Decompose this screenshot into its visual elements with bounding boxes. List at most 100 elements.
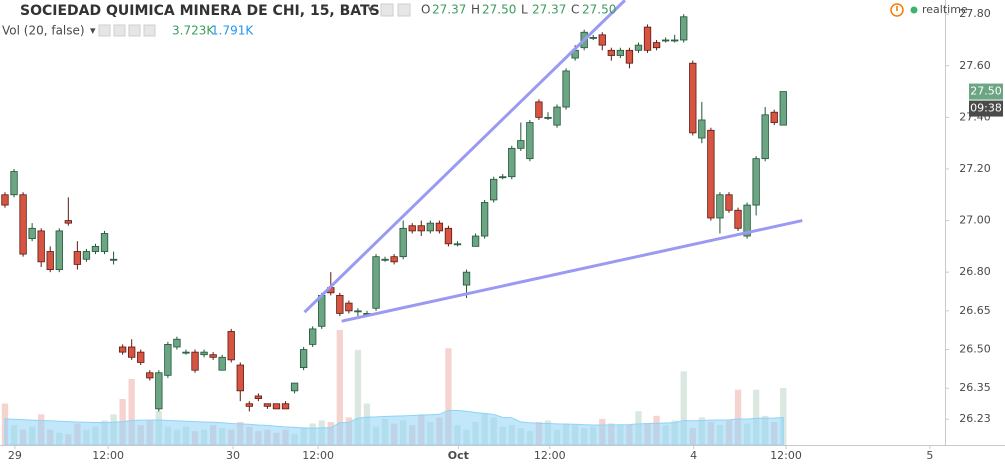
ohlc-value: 27.50 [482, 3, 516, 17]
volume-bar [128, 379, 135, 445]
candle-body [698, 119, 706, 139]
candle-body [354, 310, 362, 313]
candle-body [671, 39, 679, 42]
ohlc-value: 27.50 [582, 3, 616, 17]
candle-body [19, 194, 27, 255]
settings-icon[interactable] [380, 3, 394, 17]
ohlc-legend: O 27.37 H 27.50 L 27.37 C 27.50 [421, 3, 616, 17]
candle-body [435, 222, 444, 232]
candle-body [643, 26, 652, 51]
candle-body [544, 116, 552, 119]
candle-body [553, 106, 561, 126]
volume-ma-area [4, 409, 784, 446]
candle-body [779, 91, 787, 126]
candle-body [499, 176, 507, 179]
candle-body [209, 354, 217, 358]
candle-body [128, 346, 136, 358]
x-tick-label: Oct [448, 449, 469, 462]
x-tick-label: 5 [926, 449, 933, 462]
candle-body [625, 49, 634, 64]
ohlc-value: 27.37 [532, 3, 566, 17]
volume-bar [354, 349, 362, 445]
x-tick-label: 4 [690, 449, 697, 462]
candle-body [607, 49, 615, 56]
alert-icon-mark [896, 6, 898, 11]
candle-body [272, 403, 281, 410]
settings-icon[interactable] [113, 24, 126, 37]
candle-body [652, 42, 661, 49]
candle-body [372, 256, 380, 309]
candle-body [680, 16, 688, 41]
y-tick-label: 26.65 [959, 304, 991, 317]
candle-body [598, 34, 606, 46]
candle-body [64, 220, 72, 224]
x-tick-label: 30 [226, 449, 240, 462]
candle-body [318, 294, 326, 327]
candle-body [28, 227, 36, 240]
volume-bar [780, 387, 787, 445]
volume-bar [680, 371, 687, 445]
candle-body [770, 111, 778, 123]
add-icon[interactable] [128, 24, 141, 37]
volume-ma-value: 1.791K [211, 24, 254, 38]
candle-body [1, 194, 9, 206]
status-dot [910, 6, 918, 14]
candle-body [589, 37, 597, 39]
menu-caret[interactable]: ▾ [90, 24, 96, 37]
candle-body [752, 158, 760, 206]
candle-body [426, 222, 434, 232]
candle-body [399, 227, 407, 258]
x-tick-label: 12:00 [302, 449, 334, 462]
candle-body [55, 230, 63, 270]
y-tick-label: 27.00 [959, 214, 991, 227]
last-price-label: 27.50 [970, 85, 1002, 98]
countdown-label: 09:38 [970, 102, 1002, 115]
price-pane [1, 0, 803, 412]
x-tick-label: 29 [8, 449, 22, 462]
candle-body [661, 39, 670, 42]
volume-bar [734, 389, 742, 445]
candle-body [490, 178, 498, 201]
x-tick-label: 12:00 [770, 449, 802, 462]
ohlc-label: O [421, 3, 430, 17]
hide-icon[interactable] [397, 3, 411, 17]
y-tick-label: 26.23 [959, 412, 991, 425]
candle-body [517, 140, 525, 149]
eye-icon[interactable] [98, 24, 111, 37]
close-icon[interactable] [143, 24, 156, 37]
x-tick-label: 12:00 [92, 449, 124, 462]
candle-body [182, 351, 190, 354]
y-tick-label: 26.80 [959, 265, 991, 278]
candle-body [46, 251, 54, 270]
candle-body [191, 351, 199, 371]
candle-body [146, 372, 154, 379]
candle-body [155, 372, 163, 410]
candle-body [725, 194, 733, 211]
candle-body [263, 403, 272, 407]
last-price-box [969, 83, 1003, 100]
alert-icon[interactable] [890, 3, 904, 17]
candle-body [707, 129, 715, 219]
candle-body [453, 243, 462, 246]
candle-body [743, 204, 751, 237]
candle-body [417, 225, 425, 232]
ohlc-label: L [521, 3, 528, 17]
y-tick-label: 26.35 [959, 381, 991, 394]
volume-pane [1, 329, 787, 446]
menu-caret[interactable]: ▾ [368, 3, 374, 16]
ohlc-value: 27.37 [432, 3, 466, 17]
candle-body [37, 230, 45, 263]
candle-body [109, 258, 118, 261]
volume-bar [752, 389, 760, 445]
candle-body [236, 364, 244, 392]
candle-body [336, 294, 344, 314]
y-tick-label: 27.60 [959, 59, 991, 72]
ohlc-label: C [571, 3, 579, 17]
candle-body [173, 338, 181, 348]
candle-body [227, 331, 235, 361]
candle-body [245, 403, 253, 407]
candle-body [281, 403, 290, 410]
candle-body [200, 351, 208, 356]
